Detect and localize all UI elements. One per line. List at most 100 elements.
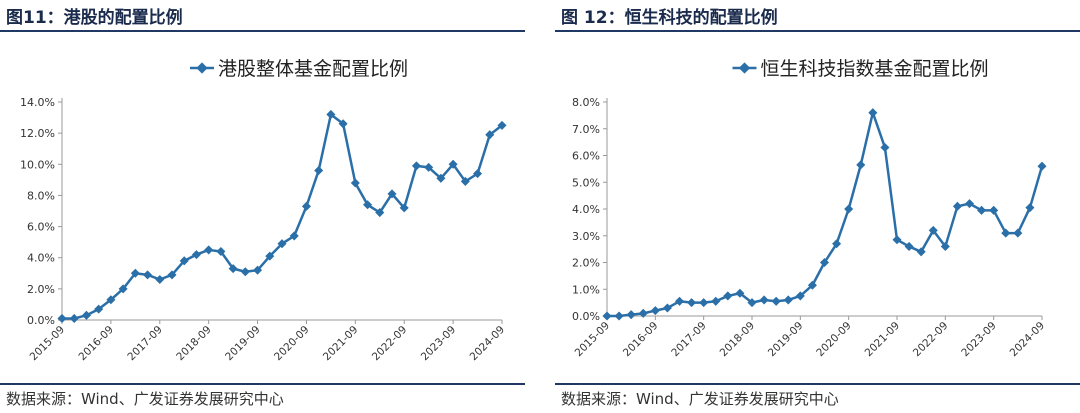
data-point	[301, 201, 311, 211]
y-tick-label: 7.0%	[572, 123, 600, 136]
data-point	[989, 205, 999, 215]
data-point	[711, 296, 721, 306]
data-point	[265, 251, 275, 261]
data-point	[687, 298, 697, 308]
data-point	[326, 109, 336, 119]
data-point	[497, 120, 507, 130]
x-tick-label: 2022-09	[911, 320, 951, 360]
data-point	[204, 245, 214, 255]
data-point	[485, 130, 495, 140]
y-tick-label: 0.0%	[572, 310, 600, 323]
x-tick-label: 2018-09	[174, 324, 214, 364]
data-point	[602, 311, 612, 321]
data-point	[699, 298, 709, 308]
title-rule	[555, 30, 1080, 32]
data-point	[314, 165, 324, 176]
x-tick-label: 2023-09	[959, 320, 999, 360]
figure-title: 图11：港股的配置比例	[6, 8, 183, 28]
x-tick-label: 2019-09	[766, 320, 806, 360]
data-point	[880, 142, 890, 153]
x-tick-label: 2015-09	[28, 324, 68, 364]
x-tick-label: 2015-09	[573, 320, 613, 360]
data-point	[69, 313, 79, 323]
data-point	[424, 162, 434, 172]
data-point	[856, 160, 866, 170]
x-tick-label: 2021-09	[321, 324, 361, 364]
data-point	[155, 274, 165, 285]
legend-label: 港股整体基金配置比例	[218, 58, 408, 80]
y-tick-label: 8.0%	[572, 96, 600, 109]
x-tick-label: 2020-09	[814, 320, 854, 360]
y-tick-label: 2.0%	[27, 283, 55, 296]
data-point	[1001, 228, 1011, 238]
figure-11-panel: 图11：港股的配置比例 港股整体基金配置比例 0.0% 2.0% 4.0% 6.0% 8.…	[0, 0, 525, 413]
x-tick-label: 2024-09	[468, 324, 508, 364]
y-tick-label: 12.0%	[20, 127, 55, 140]
y-tick-label: 6.0%	[27, 221, 55, 234]
source-rule	[0, 383, 525, 385]
y-tick-label: 2.0%	[572, 257, 600, 270]
data-source-note: 数据来源：Wind、广发证券发展研究中心	[561, 390, 839, 408]
y-tick-label: 0.0%	[27, 314, 55, 327]
data-point	[240, 267, 250, 277]
series-line	[607, 111, 1044, 318]
x-tick-label: 2019-09	[223, 324, 263, 364]
y-tick-label: 5.0%	[572, 176, 600, 189]
data-point	[904, 241, 914, 251]
data-point	[167, 270, 177, 280]
data-point	[57, 313, 67, 323]
y-tick-label: 4.0%	[572, 203, 600, 216]
data-point	[977, 205, 987, 215]
x-tick-label: 2023-09	[419, 324, 459, 364]
y-tick-label: 14.0%	[20, 96, 55, 109]
data-point	[771, 296, 781, 306]
data-point	[807, 280, 817, 290]
source-rule	[555, 383, 1080, 385]
data-point	[143, 270, 153, 280]
data-point	[191, 250, 201, 260]
x-tick-label: 2024-09	[1008, 320, 1048, 360]
data-point	[783, 295, 793, 305]
y-tick-label: 3.0%	[572, 230, 600, 243]
data-point	[868, 108, 878, 118]
y-tick-label: 8.0%	[27, 189, 55, 202]
data-point	[916, 247, 926, 257]
data-point	[759, 295, 769, 305]
x-tick-label: 2016-09	[77, 324, 117, 364]
x-tick-label: 2017-09	[125, 324, 165, 364]
title-rule	[0, 30, 525, 32]
series-line	[62, 113, 503, 320]
data-point	[650, 306, 660, 316]
data-point	[81, 310, 91, 320]
x-tick-label: 2017-09	[669, 320, 709, 360]
data-point	[832, 239, 842, 249]
data-point	[363, 200, 373, 210]
data-point	[614, 311, 624, 321]
legend-marker	[738, 62, 751, 74]
x-tick-label: 2021-09	[863, 320, 903, 360]
x-tick-label: 2022-09	[370, 324, 410, 364]
y-tick-label: 10.0%	[20, 158, 55, 171]
hstech-allocation-chart: 恒生科技指数基金配置比例 0.0% 1.0% 2.0% 3.0% 4.0% 5.0% 6.0%…	[572, 58, 1048, 360]
x-tick-label: 2018-09	[718, 320, 758, 360]
x-tick-label: 2016-09	[621, 320, 661, 360]
legend-label: 恒生科技指数基金配置比例	[761, 58, 989, 80]
data-point	[844, 204, 854, 214]
y-tick-label: 6.0%	[572, 150, 600, 163]
data-point	[1037, 161, 1047, 171]
y-tick-label: 4.0%	[27, 252, 55, 265]
data-point	[952, 201, 962, 211]
legend-marker	[196, 62, 208, 74]
data-point	[436, 173, 446, 183]
data-point	[1013, 228, 1023, 238]
data-point	[216, 246, 226, 257]
data-point	[473, 169, 483, 179]
data-point	[795, 291, 805, 301]
figure-12-panel: 图 12：恒生科技的配置比例 恒生科技指数基金配置比例 0.0% 1.0% 2.0% 3…	[555, 0, 1080, 413]
data-point	[1025, 203, 1035, 213]
x-tick-label: 2020-09	[272, 324, 312, 364]
figure-title: 图 12：恒生科技的配置比例	[561, 8, 778, 28]
y-tick-label: 1.0%	[572, 283, 600, 296]
hk-stock-allocation-chart: 港股整体基金配置比例 0.0% 2.0% 4.0% 6.0% 8.0% 10.0% 12.0%…	[20, 58, 508, 364]
data-point	[723, 291, 733, 301]
